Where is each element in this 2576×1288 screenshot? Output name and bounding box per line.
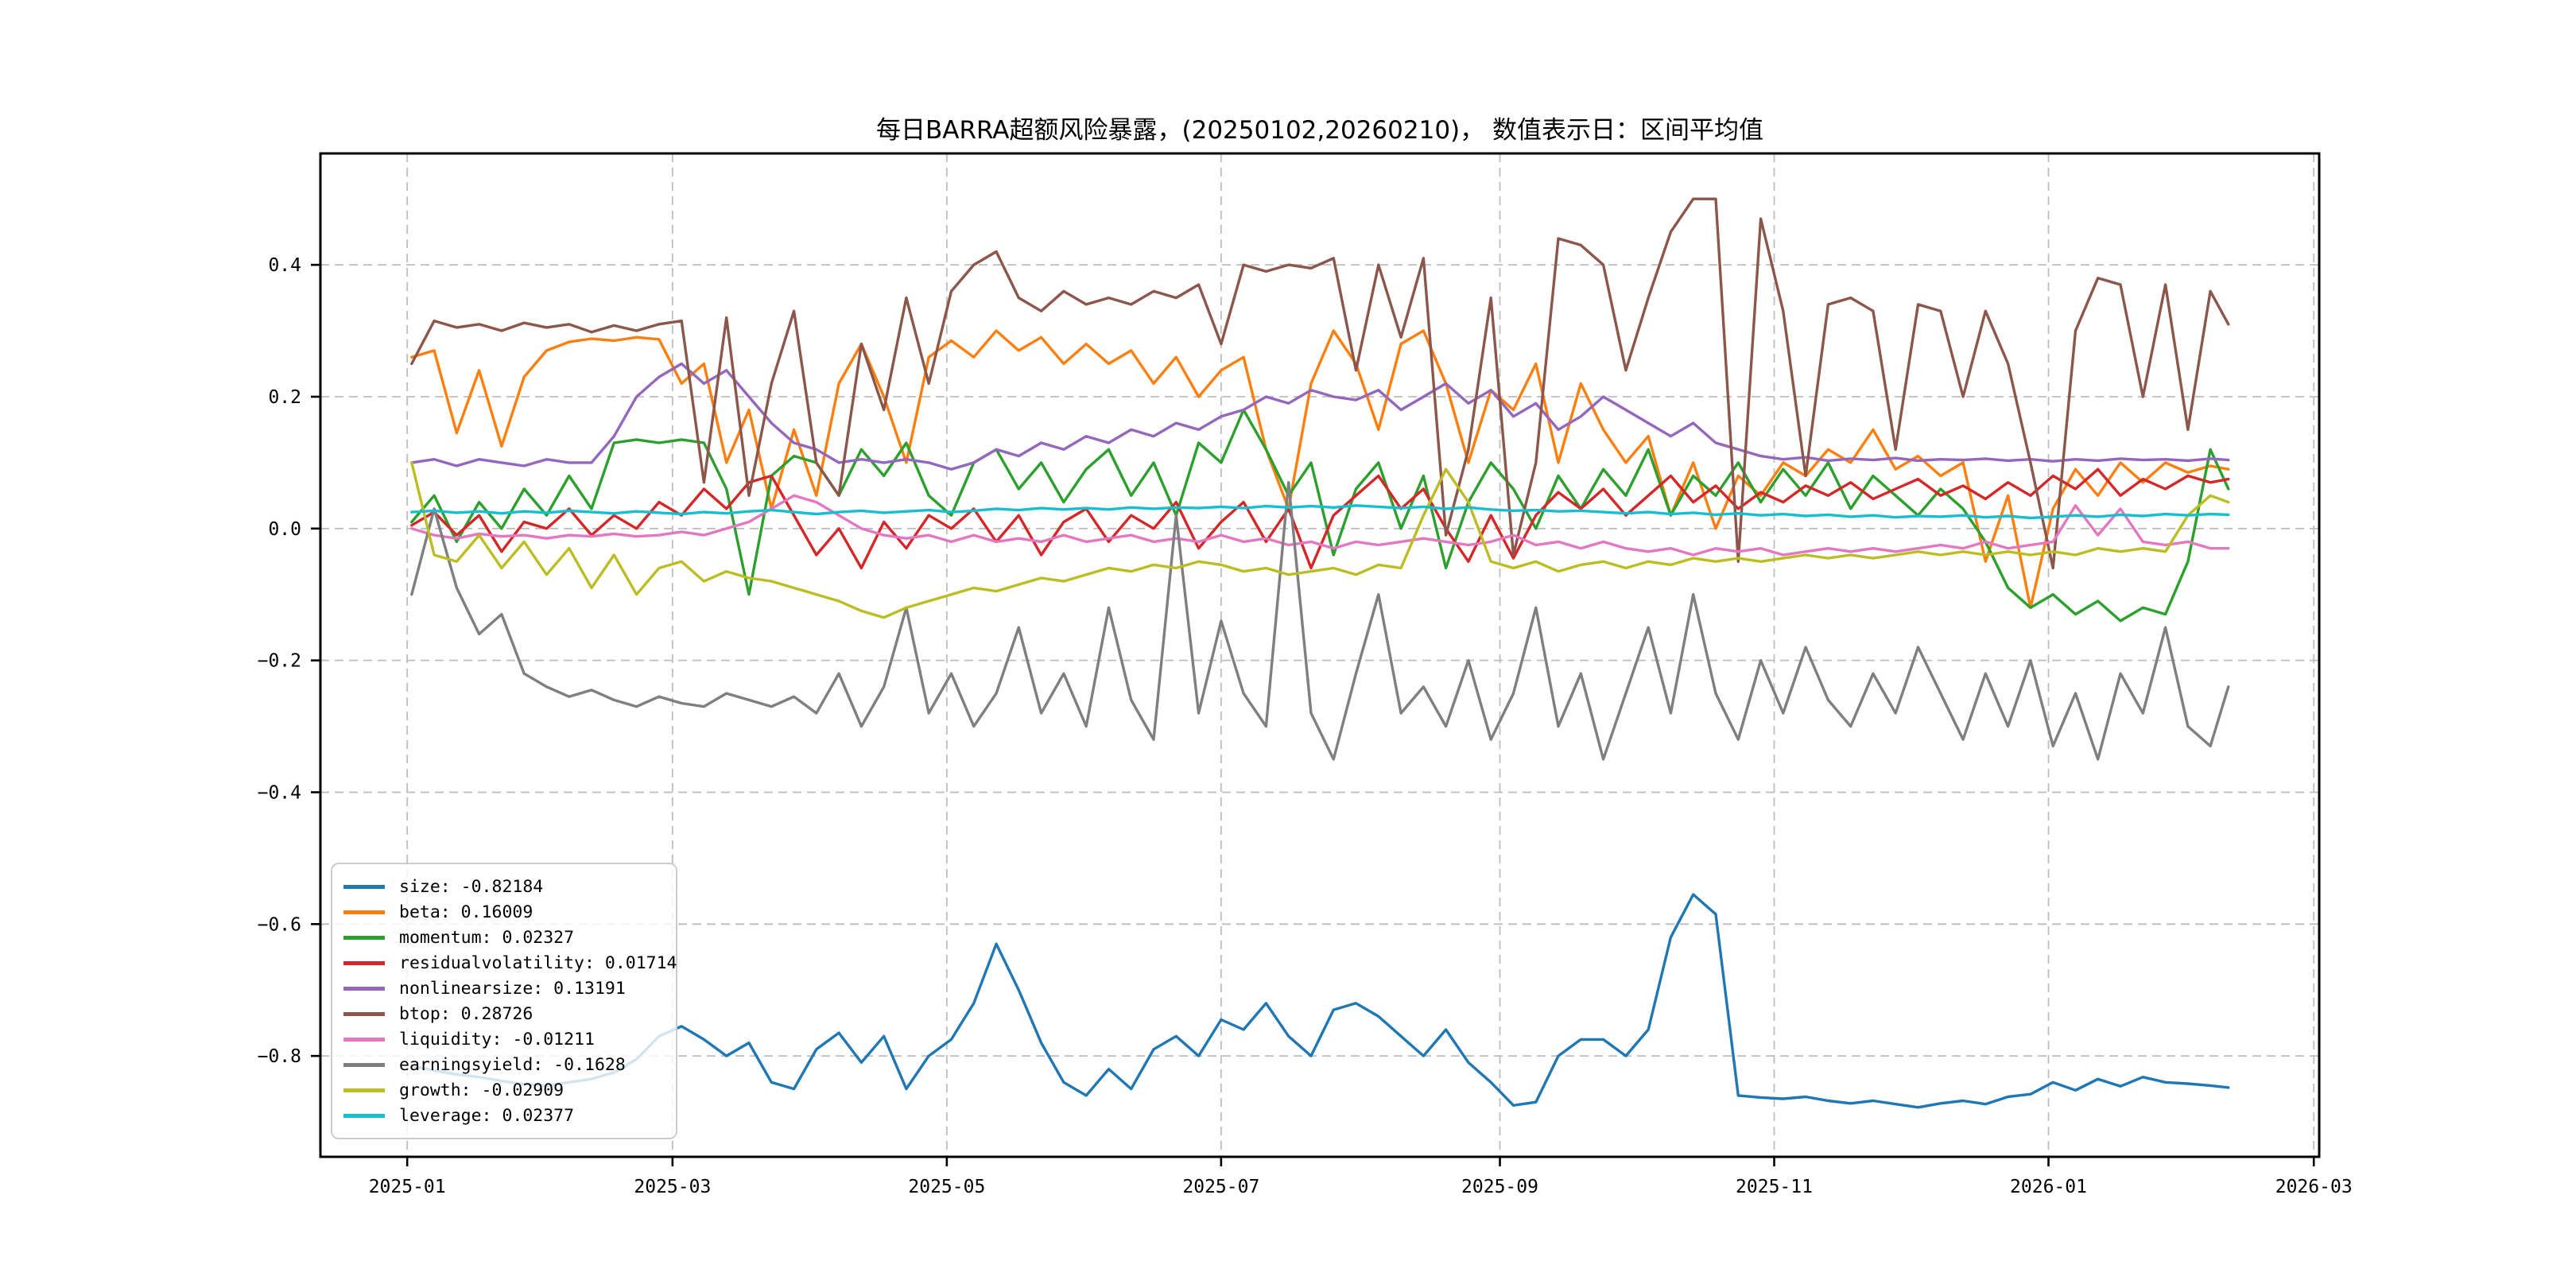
- series-line-btop: [410, 197, 2230, 570]
- legend-item-leverage: leverage: 0.02377: [343, 1103, 668, 1128]
- y-tick-label: 0.4: [268, 255, 301, 276]
- legend-item-liquidity: liquidity: -0.01211: [343, 1026, 668, 1052]
- legend-line-swatch: [343, 935, 385, 940]
- y-tick-label: 0.0: [268, 519, 301, 540]
- legend-line-swatch: [343, 884, 385, 889]
- legend: size: -0.82184 beta: 0.16009 momentum: 0.0…: [331, 863, 677, 1139]
- series-line-growth: [410, 461, 2230, 619]
- x-tick-label: 2025-09: [1461, 1177, 1538, 1197]
- chart-title: 每日BARRA超额风险暴露，(20250102,20260210)， 数值表示日…: [876, 116, 1763, 145]
- series-line-residualvolatility: [410, 467, 2230, 570]
- legend-item-beta: beta: 0.16009: [343, 899, 668, 925]
- series-line-earningsyield: [410, 481, 2230, 761]
- series-line-momentum: [410, 408, 2230, 623]
- legend-line-swatch: [343, 960, 385, 965]
- legend-label: earningsyield: -0.1628: [399, 1054, 626, 1075]
- legend-item-earningsyield: earningsyield: -0.1628: [343, 1052, 668, 1077]
- series-line-liquidity: [410, 494, 2230, 557]
- series-line-nonlinearsize: [410, 362, 2230, 471]
- x-tick-label: 2025-03: [634, 1177, 711, 1197]
- series-line-size: [410, 893, 2230, 1109]
- legend-label: btop: 0.28726: [399, 1003, 533, 1024]
- legend-label: leverage: 0.02377: [399, 1105, 575, 1126]
- legend-line-swatch: [343, 986, 385, 991]
- series-line-beta: [410, 329, 2230, 609]
- legend-line-swatch: [343, 1062, 385, 1067]
- y-tick-label: 0.2: [268, 387, 301, 408]
- x-tick-label: 2025-05: [908, 1177, 985, 1197]
- legend-label: liquidity: -0.01211: [399, 1029, 595, 1049]
- legend-line-swatch: [343, 1088, 385, 1092]
- legend-label: momentum: 0.02327: [399, 927, 575, 948]
- y-tick-label: −0.2: [258, 651, 301, 672]
- legend-line-swatch: [343, 1113, 385, 1118]
- legend-label: size: -0.82184: [399, 876, 544, 897]
- x-tick-label: 2025-01: [369, 1177, 446, 1197]
- y-tick-label: −0.8: [258, 1046, 301, 1067]
- legend-line-swatch: [343, 1037, 385, 1042]
- legend-label: nonlinearsize: 0.13191: [399, 978, 626, 999]
- legend-item-nonlinearsize: nonlinearsize: 0.13191: [343, 976, 668, 1001]
- legend-label: beta: 0.16009: [399, 902, 533, 922]
- legend-item-btop: btop: 0.28726: [343, 1001, 668, 1026]
- y-tick-label: −0.4: [258, 782, 301, 803]
- legend-item-residualvolatility: residualvolatility: 0.01714: [343, 950, 677, 976]
- legend-label: residualvolatility: 0.01714: [399, 952, 677, 973]
- legend-item-growth: growth: -0.02909: [343, 1077, 668, 1103]
- x-tick-label: 2025-11: [1736, 1177, 1813, 1197]
- legend-item-size: size: -0.82184: [343, 874, 668, 899]
- legend-label: growth: -0.02909: [399, 1080, 564, 1100]
- axes-frame: [319, 152, 2321, 1158]
- legend-line-swatch: [343, 1011, 385, 1016]
- legend-item-momentum: momentum: 0.02327: [343, 925, 668, 950]
- legend-line-swatch: [343, 910, 385, 914]
- x-tick-label: 2025-07: [1182, 1177, 1259, 1197]
- x-tick-label: 2026-01: [2010, 1177, 2087, 1197]
- x-tick-label: 2026-03: [2275, 1177, 2353, 1197]
- series-line-leverage: [410, 504, 2230, 520]
- y-tick-label: −0.6: [258, 914, 301, 935]
